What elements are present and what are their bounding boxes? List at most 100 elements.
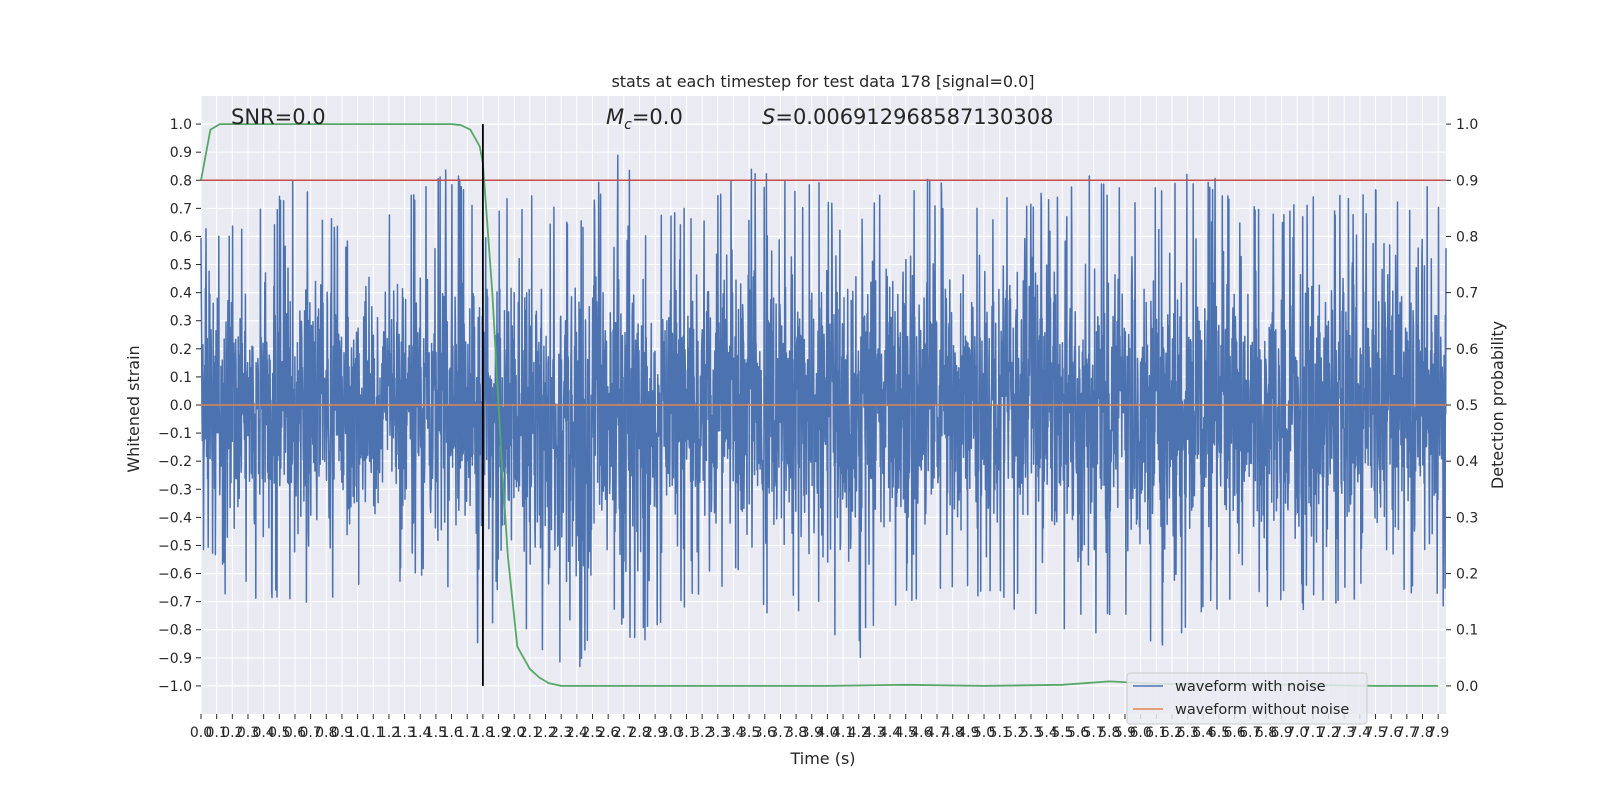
x-tick-label: 3.9 bbox=[801, 725, 823, 741]
x-tick-label: 4.1 bbox=[832, 725, 854, 741]
y-tick-label: 0.7 bbox=[170, 201, 192, 217]
x-tick-label: 7.3 bbox=[1333, 725, 1355, 741]
x-tick-label: 5.9 bbox=[1114, 725, 1136, 741]
x-axis-ticks: 0.00.10.20.30.40.50.60.70.80.91.01.11.21… bbox=[190, 714, 1449, 741]
y2-tick-label: 0.4 bbox=[1456, 454, 1478, 470]
chirp-mass-value: =0.0 bbox=[632, 105, 683, 129]
x-tick-label: 1.1 bbox=[362, 725, 384, 741]
x-tick-label: 5.4 bbox=[1036, 725, 1058, 741]
y2-tick-label: 0.0 bbox=[1456, 679, 1478, 695]
chart-title: stats at each timestep for test data 178… bbox=[611, 72, 1034, 91]
noise-waveform-line bbox=[200, 154, 1447, 668]
x-tick-label: 6.4 bbox=[1192, 725, 1214, 741]
x-tick-label: 3.7 bbox=[769, 725, 791, 741]
x-tick-label: 6.2 bbox=[1161, 725, 1183, 741]
x-tick-label: 7.6 bbox=[1380, 725, 1402, 741]
x-tick-label: 3.0 bbox=[660, 725, 682, 741]
left-y-axis-ticks: −1.0 −0.9 −0.8 −0.7 −0.6 −0.5 −0.4 −0.3 −0.2 −0.1… bbox=[158, 117, 201, 695]
x-tick-label: 0.5 bbox=[268, 725, 290, 741]
x-tick-label: 1.3 bbox=[393, 725, 415, 741]
y-tick-label: −0.6 bbox=[158, 567, 192, 583]
legend-label-noise: waveform with noise bbox=[1175, 679, 1326, 695]
x-tick-label: 3.2 bbox=[691, 725, 713, 741]
x-tick-label: 1.6 bbox=[440, 725, 462, 741]
y-tick-label: 0.1 bbox=[170, 370, 192, 386]
right-y-axis-ticks: 0.0 0.1 0.2 0.3 0.4 0.5 0.6 0.7 0.8 0.9 1.0 bbox=[1446, 117, 1478, 695]
x-tick-label: 2.4 bbox=[566, 725, 588, 741]
y2-tick-label: 0.3 bbox=[1456, 510, 1478, 526]
x-tick-label: 6.0 bbox=[1129, 725, 1151, 741]
x-tick-label: 6.5 bbox=[1208, 725, 1230, 741]
y-tick-label: 0.9 bbox=[170, 145, 192, 161]
x-tick-label: 0.2 bbox=[221, 725, 243, 741]
x-tick-label: 4.6 bbox=[910, 725, 932, 741]
x-tick-label: 0.8 bbox=[315, 725, 337, 741]
chirp-mass-subscript: c bbox=[624, 117, 632, 133]
x-tick-label: 1.9 bbox=[487, 725, 509, 741]
y-tick-label: −0.4 bbox=[158, 510, 192, 526]
y-tick-label: 0.2 bbox=[170, 342, 192, 358]
x-tick-label: 6.6 bbox=[1223, 725, 1245, 741]
y-tick-label: −0.7 bbox=[158, 595, 192, 611]
x-tick-label: 1.2 bbox=[378, 725, 400, 741]
y-tick-label: 0.8 bbox=[170, 173, 192, 189]
y2-tick-label: 0.8 bbox=[1456, 229, 1478, 245]
x-tick-label: 2.2 bbox=[534, 725, 556, 741]
s-symbol: S bbox=[762, 105, 775, 129]
y2-tick-label: 0.6 bbox=[1456, 342, 1478, 358]
x-tick-label: 5.6 bbox=[1067, 725, 1089, 741]
y-tick-label: −0.8 bbox=[158, 623, 192, 639]
x-tick-label: 1.5 bbox=[425, 725, 447, 741]
y2-tick-label: 0.1 bbox=[1456, 623, 1478, 639]
x-tick-label: 5.2 bbox=[1004, 725, 1026, 741]
x-tick-label: 1.4 bbox=[409, 725, 431, 741]
x-tick-label: 3.3 bbox=[707, 725, 729, 741]
y2-axis-label: Detection probability bbox=[1488, 321, 1507, 489]
x-tick-label: 7.1 bbox=[1302, 725, 1324, 741]
x-tick-label: 7.8 bbox=[1411, 725, 1433, 741]
x-tick-label: 2.0 bbox=[503, 725, 525, 741]
x-tick-label: 6.3 bbox=[1176, 725, 1198, 741]
x-tick-label: 3.8 bbox=[785, 725, 807, 741]
y-tick-label: 0.3 bbox=[170, 314, 192, 330]
x-tick-label: 0.4 bbox=[253, 725, 275, 741]
y-tick-label: −0.1 bbox=[158, 426, 192, 442]
x-tick-label: 7.9 bbox=[1427, 725, 1449, 741]
x-tick-label: 3.4 bbox=[722, 725, 744, 741]
y-tick-label: 0.0 bbox=[170, 398, 192, 414]
x-tick-label: 3.5 bbox=[738, 725, 760, 741]
x-tick-label: 5.3 bbox=[1020, 725, 1042, 741]
x-tick-label: 7.7 bbox=[1396, 725, 1418, 741]
y-tick-label: 0.4 bbox=[170, 286, 192, 302]
y-tick-label: −0.9 bbox=[158, 651, 192, 667]
x-tick-label: 1.8 bbox=[472, 725, 494, 741]
x-tick-label: 1.0 bbox=[346, 725, 368, 741]
s-annotation: S=0.006912968587130308 bbox=[762, 105, 1053, 129]
x-tick-label: 2.3 bbox=[550, 725, 572, 741]
x-tick-label: 4.7 bbox=[926, 725, 948, 741]
x-tick-label: 5.8 bbox=[1098, 725, 1120, 741]
x-tick-label: 4.2 bbox=[848, 725, 870, 741]
y-tick-label: −0.2 bbox=[158, 454, 192, 470]
x-tick-label: 4.9 bbox=[957, 725, 979, 741]
y2-tick-label: 0.2 bbox=[1456, 567, 1478, 583]
x-tick-label: 7.2 bbox=[1317, 725, 1339, 741]
x-tick-label: 6.7 bbox=[1239, 725, 1261, 741]
y-tick-label: −1.0 bbox=[158, 679, 192, 695]
s-value: =0.006912968587130308 bbox=[775, 105, 1053, 129]
x-tick-label: 3.6 bbox=[754, 725, 776, 741]
x-tick-label: 4.3 bbox=[863, 725, 885, 741]
y-axis-label: Whitened strain bbox=[124, 345, 143, 472]
x-tick-label: 0.7 bbox=[299, 725, 321, 741]
chirp-mass-symbol: M bbox=[606, 105, 624, 129]
x-tick-label: 0.1 bbox=[206, 725, 228, 741]
x-tick-label: 0.9 bbox=[331, 725, 353, 741]
y-tick-label: −0.3 bbox=[158, 482, 192, 498]
x-tick-label: 2.9 bbox=[644, 725, 666, 741]
x-tick-label: 5.7 bbox=[1083, 725, 1105, 741]
x-tick-label: 6.1 bbox=[1145, 725, 1167, 741]
y-tick-label: 0.6 bbox=[170, 229, 192, 245]
y2-tick-label: 0.9 bbox=[1456, 173, 1478, 189]
x-tick-label: 5.1 bbox=[989, 725, 1011, 741]
y-tick-label: 0.5 bbox=[170, 258, 192, 274]
